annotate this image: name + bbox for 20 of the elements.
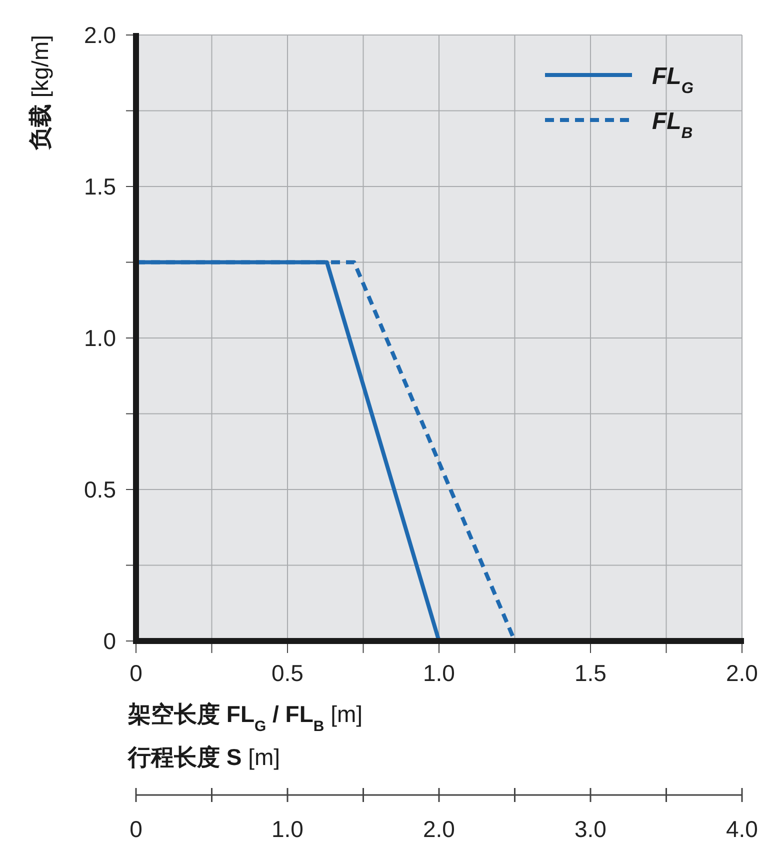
y-tick-label: 2.0 (84, 22, 116, 48)
y-tick-label: 1.5 (84, 174, 116, 200)
x-tick-label: 0 (130, 660, 142, 686)
y-tick-label: 1.0 (84, 325, 116, 351)
x-tick-label: 0.5 (272, 660, 304, 686)
x-axis-title: 架空长度 FL$_{G}$ / FL$_{B}$ [m] (127, 701, 363, 734)
x2-tick-label: 4.0 (726, 816, 758, 842)
x-tick-label: 2.0 (726, 660, 758, 686)
y-tick-label: 0.5 (84, 476, 116, 502)
x2-axis-title: 行程长度 S [m] (127, 744, 280, 770)
x2-tick-label: 3.0 (574, 816, 606, 842)
y-axis-title: 负载 [kg/m] (27, 35, 53, 152)
x-tick-label: 1.0 (423, 660, 455, 686)
x-tick-label: 1.5 (574, 660, 606, 686)
y-tick-label: 0 (103, 628, 116, 654)
x2-tick-label: 1.0 (272, 816, 304, 842)
legend-label: FL$_{B}$ (652, 108, 693, 142)
x2-tick-label: 2.0 (423, 816, 455, 842)
x2-tick-label: 0 (130, 816, 142, 842)
legend-label: FL$_{G}$ (652, 63, 694, 96)
